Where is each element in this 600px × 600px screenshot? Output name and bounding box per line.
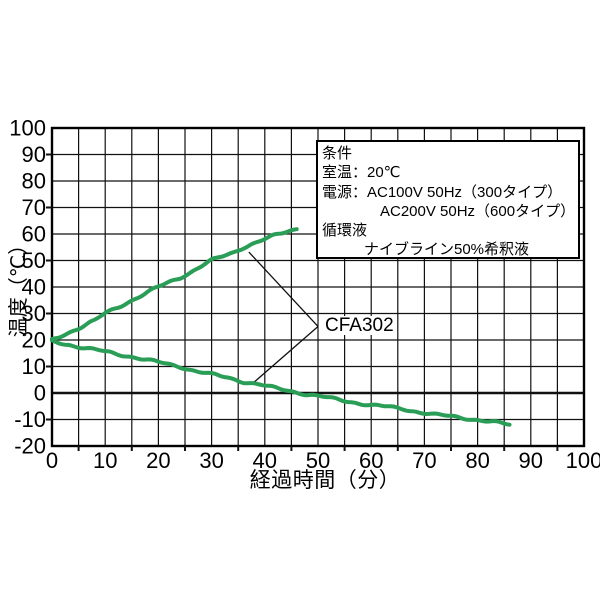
series-label-cfa302: CFA302: [323, 315, 396, 337]
y-tick-label: 30: [22, 301, 46, 326]
y-tick-label: 100: [9, 116, 46, 141]
x-tick-label: 80: [465, 448, 489, 473]
x-tick-label: 100: [566, 448, 600, 473]
y-tick-label: 90: [22, 142, 46, 167]
x-tick-label: 50: [306, 448, 330, 473]
x-tick-label: 90: [519, 448, 543, 473]
y-tick-label: 20: [22, 328, 46, 353]
y-tick-label: -10: [14, 407, 46, 432]
condition-line: 循環液: [322, 222, 368, 240]
y-tick-label: 70: [22, 195, 46, 220]
x-tick-label: 70: [412, 448, 436, 473]
condition-line: 電源：AC100V 50Hz（300タイプ）: [322, 183, 563, 201]
x-tick-label: 60: [359, 448, 383, 473]
condition-box: 条件室温：20℃ 電源：AC100V 50Hz（300タイプ） AC200V 50H…: [316, 140, 580, 259]
condition-line: ナイブライン50%希釈液: [364, 241, 530, 259]
y-tick-label: 80: [22, 169, 46, 194]
annotation-leader-line: [248, 251, 319, 327]
annotation-leader-line: [251, 325, 319, 385]
data-curve: [50, 227, 299, 341]
condition-line: 室温：20℃: [322, 164, 401, 182]
y-tick-label: 50: [22, 248, 46, 273]
plot-border: [50, 126, 586, 448]
x-axis-title: 経過時間（分）: [249, 469, 401, 492]
condition-line: 条件: [322, 145, 353, 162]
x-tick-label: 10: [93, 448, 117, 473]
y-tick-label: 40: [22, 275, 46, 300]
y-tick-label: 0: [34, 381, 46, 406]
y-tick-label: -20: [14, 434, 46, 459]
y-tick-label: 10: [22, 354, 46, 379]
x-tick-label: 20: [146, 448, 170, 473]
condition-line: AC200V 50Hz（600タイプ）: [380, 202, 576, 220]
y-tick-label: 60: [22, 222, 46, 247]
x-tick-label: 40: [253, 448, 277, 473]
x-tick-label: 0: [46, 448, 58, 473]
data-curve: [50, 338, 512, 427]
y-axis-title: 温度（℃）: [8, 234, 30, 338]
x-tick-label: 30: [199, 448, 223, 473]
